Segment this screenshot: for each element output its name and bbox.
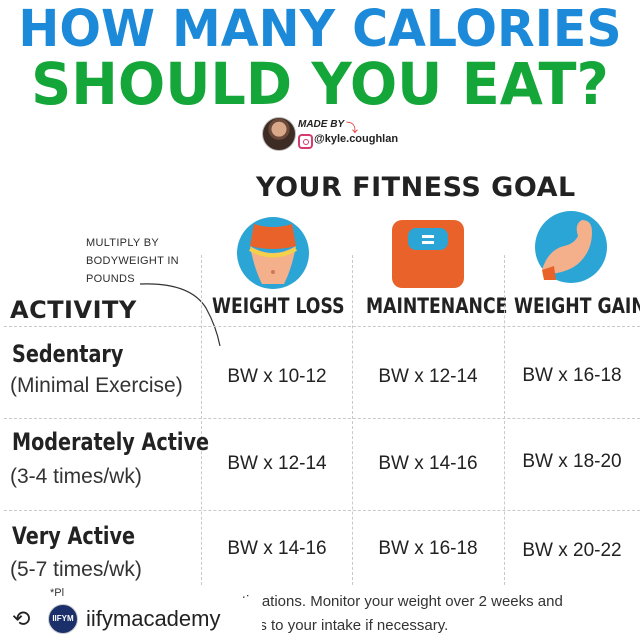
row-sublabel-moderately-active: (3-4 times/wk) <box>10 465 142 488</box>
table-cell: BW x 10-12 <box>227 366 327 387</box>
row-sublabel-sedentary: (Minimal Exercise) <box>10 374 183 397</box>
repost-avatar[interactable]: IIFYM <box>48 604 78 634</box>
fitness-goal-title: YOUR FITNESS GOAL <box>256 172 576 203</box>
row-label-moderately-active: Moderately Active <box>12 428 210 456</box>
column-divider <box>352 255 353 585</box>
table-cell: BW x 14-16 <box>227 538 327 559</box>
column-header-weight-gain: WEIGHT GAIN <box>514 294 640 318</box>
made-by-label: MADE BY <box>298 119 345 130</box>
repost-bar <box>0 598 262 636</box>
row-divider <box>4 326 640 327</box>
table-cell: BW x 18-20 <box>522 451 622 472</box>
author-handle: @kyle.coughlan <box>314 133 399 145</box>
repost-username[interactable]: iifymacademy <box>86 606 221 631</box>
footnote: estimations. Monitor your weight over 2 … <box>226 590 563 638</box>
row-divider <box>4 418 640 419</box>
table-cell: BW x 16-18 <box>378 538 478 559</box>
row-label-sedentary: Sedentary <box>12 340 124 368</box>
footnote-line-2: ments to your intake if necessary. <box>226 617 449 634</box>
row-divider <box>4 510 640 511</box>
column-divider <box>504 255 505 585</box>
multiply-note: MULTIPLY BY BODYWEIGHT IN POUNDS <box>86 237 179 285</box>
weight-loss-icon <box>237 217 309 289</box>
footnote-line-1: estimations. Monitor your weight over 2 … <box>226 593 563 610</box>
curved-arrow-icon: ⤵ <box>346 121 359 135</box>
row-sublabel-very-active: (5-7 times/wk) <box>10 558 142 581</box>
table-cell: BW x 20-22 <box>522 540 622 561</box>
column-header-maintenance: MAINTENANCE <box>366 294 508 318</box>
instagram-icon <box>298 134 313 149</box>
headline-line-1: HOW MANY CALORIES <box>18 0 622 59</box>
table-cell: BW x 14-16 <box>378 453 478 474</box>
scale-icon <box>392 220 464 288</box>
table-cell: BW x 12-14 <box>227 453 327 474</box>
author-avatar <box>262 117 296 151</box>
row-label-very-active: Very Active <box>12 522 136 550</box>
flexed-arm-icon <box>535 211 607 283</box>
table-cell: BW x 12-14 <box>378 366 478 387</box>
column-header-weight-loss: WEIGHT LOSS <box>212 294 345 318</box>
headline-line-2: SHOULD YOU EAT? <box>31 50 609 118</box>
activity-header: ACTIVITY <box>10 296 137 324</box>
column-divider <box>201 255 202 585</box>
footnote-star: *Pl <box>50 587 65 599</box>
note-pointer-icon <box>139 283 221 347</box>
table-cell: BW x 16-18 <box>522 365 622 386</box>
repost-icon[interactable]: ⟲ <box>12 606 31 631</box>
